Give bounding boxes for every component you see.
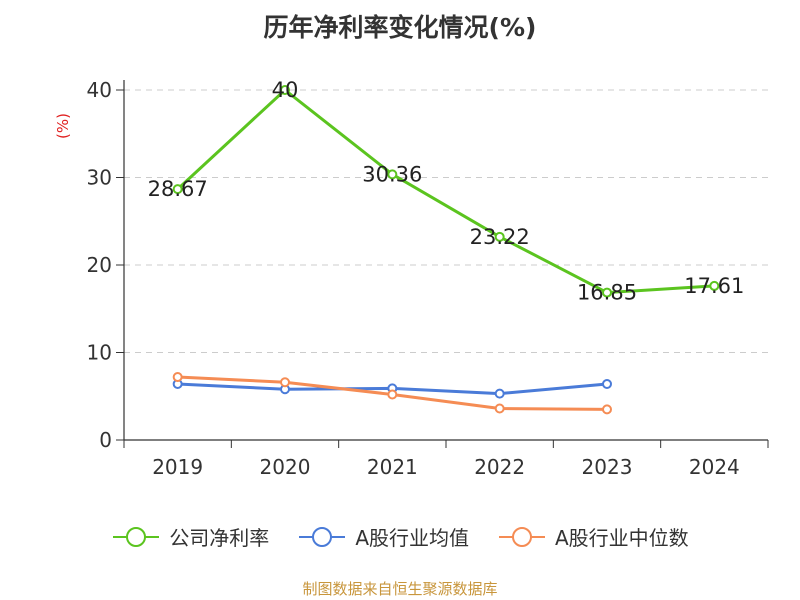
series-0-point-2021: [387, 169, 398, 180]
x-tick-label-2024: 2024: [689, 455, 740, 479]
series-0-point-2023: [602, 287, 612, 298]
series-0-point-2019: [172, 184, 183, 195]
legend-label-company: 公司净利率: [169, 526, 270, 550]
series-2-point-2021: [387, 389, 398, 400]
x-tick-label-2023: 2023: [582, 455, 633, 479]
y-tick-label: 20: [87, 253, 112, 277]
series-2-point-2019: [172, 372, 183, 382]
data-label-2021: 30.36: [362, 162, 422, 186]
x-tick-label-2019: 2019: [152, 455, 203, 479]
legend-item-company[interactable]: 公司净利率: [111, 522, 269, 551]
series-2-point-2022: [494, 403, 505, 414]
data-label-2022: 23.22: [470, 225, 530, 249]
chart-title: 历年净利率变化情况(%): [263, 13, 537, 42]
legend-item-industry-median[interactable]: A股行业中位数: [497, 522, 689, 551]
legend-item-industry-mean[interactable]: A股行业均值: [297, 522, 469, 551]
y-tick-label: 30: [87, 166, 112, 190]
data-label-2024: 17.61: [684, 274, 744, 298]
series-0-point-2020: [280, 85, 290, 95]
y-tick-label: 0: [99, 428, 112, 452]
legend-marker-industry-median: [499, 526, 545, 547]
legend-marker-company: [113, 526, 160, 547]
series-1-point-2023: [602, 379, 612, 389]
legend-label-industry-mean: A股行业均值: [355, 526, 469, 550]
x-tick-label-2021: 2021: [367, 455, 418, 479]
y-axis-label: (%): [54, 113, 72, 139]
data-label-2023: 16.85: [577, 281, 637, 305]
legend-label-industry-median: A股行业中位数: [555, 526, 689, 550]
series-0-point-2022: [494, 231, 505, 242]
series-2-point-2020: [280, 377, 290, 388]
series-line-0: [176, 88, 715, 295]
x-tick-label-2022: 2022: [474, 455, 525, 479]
y-tick-label: 10: [87, 341, 112, 365]
data-source-footer: 制图数据来自恒生聚源数据库: [302, 580, 498, 598]
legend-marker-industry-mean: [299, 526, 346, 547]
legend: 公司净利率 A股行业均值 A股行业中位数: [0, 522, 800, 551]
series-2-point-2023: [602, 404, 612, 415]
series-0-point-2024: [709, 280, 720, 291]
y-tick-label: 40: [87, 78, 112, 102]
data-label-2019: 28.67: [148, 177, 208, 201]
data-label-2020: 40: [272, 78, 299, 102]
x-tick-label-2020: 2020: [260, 455, 311, 479]
series-1-point-2022: [494, 388, 505, 399]
